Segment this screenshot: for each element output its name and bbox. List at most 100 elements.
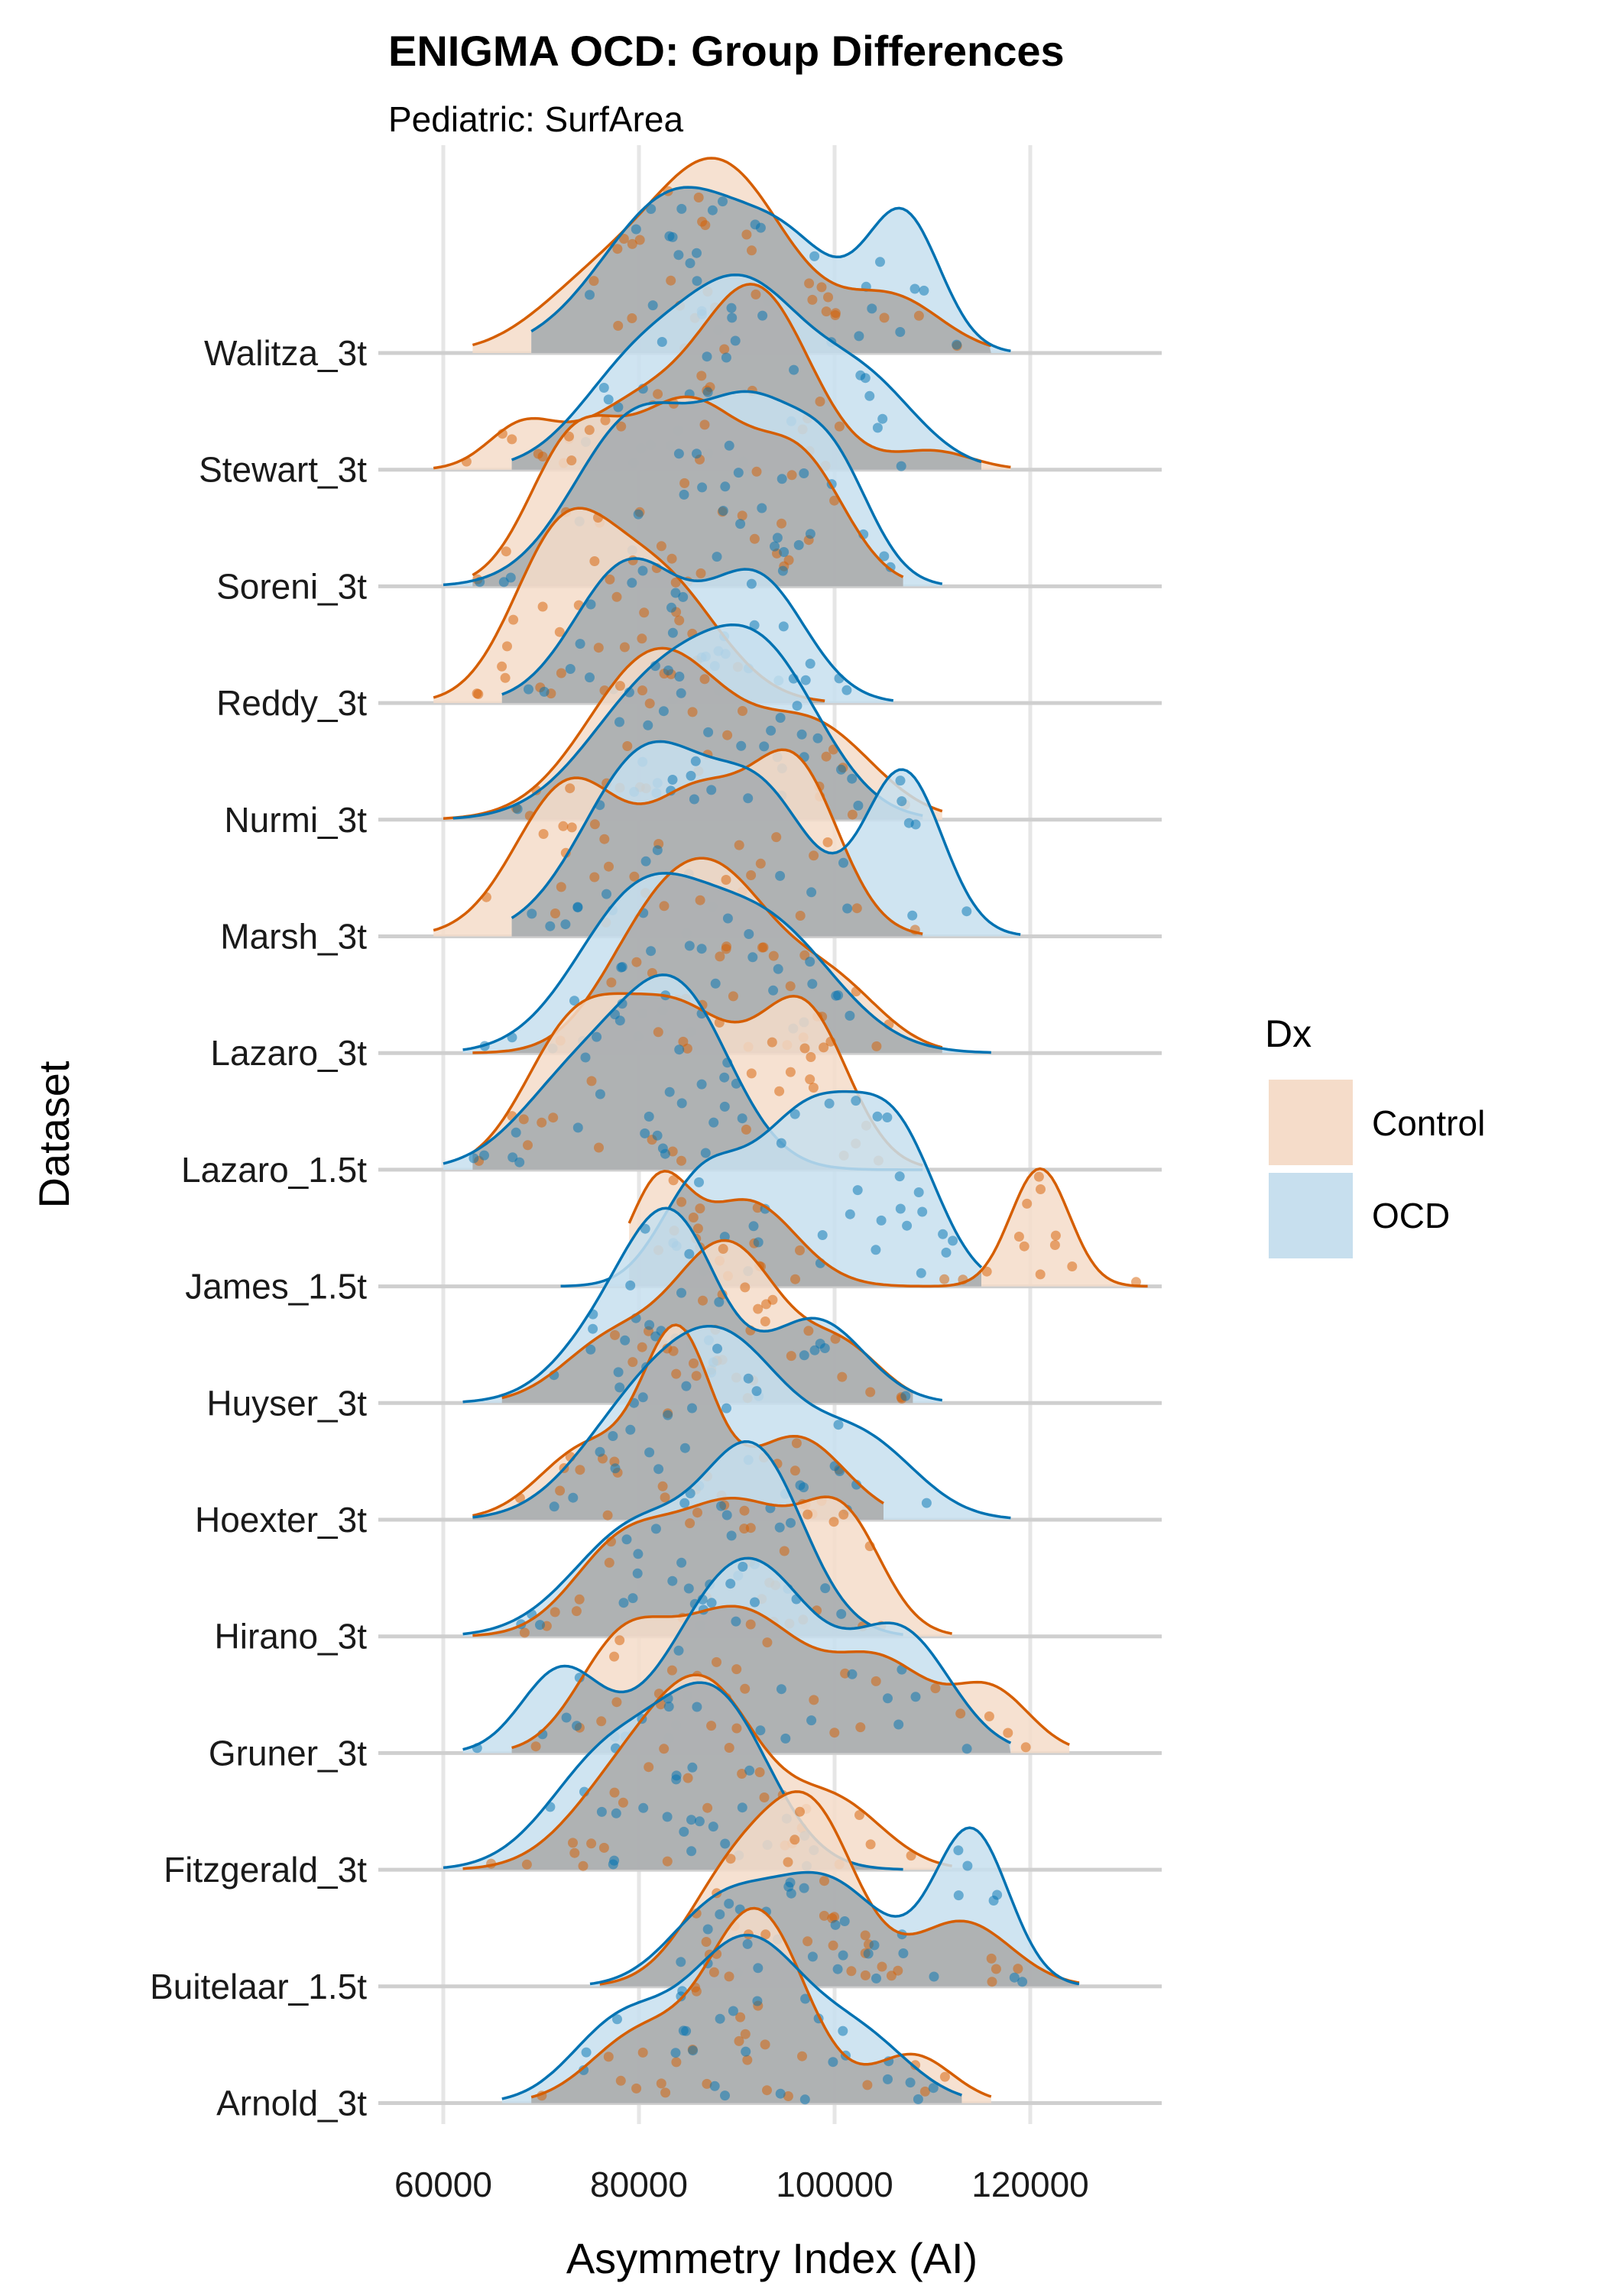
ridge-ocd-line — [530, 186, 1011, 353]
point-ocd — [715, 2013, 725, 2024]
point-ocd — [667, 1575, 678, 1586]
point-control — [550, 1607, 560, 1618]
point-control — [656, 541, 666, 552]
point-ocd — [625, 1280, 636, 1290]
x-tick-label: 100000 — [776, 2165, 893, 2204]
point-ocd — [683, 1583, 694, 1594]
point-control — [502, 641, 512, 652]
point-control — [754, 1767, 765, 1777]
point-control — [771, 832, 782, 843]
point-control — [693, 193, 704, 202]
point-control — [692, 1223, 703, 1234]
point-ocd — [799, 2094, 810, 2105]
point-ocd — [644, 1320, 655, 1330]
point-ocd — [746, 578, 757, 589]
point-control — [910, 2060, 921, 2071]
point-control — [860, 1970, 871, 1980]
point-ocd — [845, 1010, 855, 1021]
point-ocd — [560, 919, 571, 930]
point-ocd — [673, 250, 684, 261]
ridge-ocd-line — [452, 623, 923, 820]
point-ocd — [592, 1031, 602, 1042]
point-control — [721, 944, 731, 954]
point-control — [987, 1977, 997, 1987]
point-ocd — [779, 547, 790, 557]
x-tick-label: 120000 — [971, 2165, 1089, 2204]
point-ocd — [507, 1152, 518, 1163]
point-ocd — [612, 2014, 622, 2025]
ridges — [433, 157, 1148, 2105]
point-ocd — [855, 370, 866, 381]
point-ocd — [585, 290, 595, 300]
point-ocd — [664, 1086, 675, 1097]
point-control — [774, 1086, 785, 1096]
point-ocd — [569, 996, 579, 1006]
point-control — [594, 1142, 604, 1153]
point-control — [1020, 1742, 1031, 1753]
point-control — [802, 1509, 813, 1520]
point-ocd — [961, 1744, 972, 1754]
point-ocd — [913, 2094, 923, 2104]
point-ocd — [799, 1350, 809, 1361]
point-ocd — [585, 1344, 596, 1355]
point-ocd — [667, 627, 678, 638]
point-ocd — [514, 1157, 525, 1167]
point-ocd — [539, 686, 550, 697]
point-control — [865, 1839, 876, 1850]
point-ocd — [676, 203, 687, 214]
point-ocd — [673, 1645, 684, 1656]
point-control — [837, 1371, 848, 1382]
point-ocd — [644, 1111, 654, 1122]
point-ocd — [633, 1549, 644, 1559]
point-ocd — [854, 331, 864, 342]
point-ocd — [631, 224, 641, 235]
y-tick-label: Lazaro_3t — [210, 1033, 367, 1073]
point-ocd — [896, 461, 906, 471]
point-ocd — [777, 565, 788, 576]
point-ocd — [689, 794, 699, 805]
point-ocd — [692, 449, 702, 459]
y-tick-label: Nurmi_3t — [224, 800, 367, 840]
point-ocd — [776, 1138, 786, 1148]
x-tick-label: 80000 — [590, 2165, 688, 2204]
ridge-control-line — [511, 1605, 1070, 1750]
legend-swatch-control — [1269, 1080, 1353, 1165]
point-ocd — [688, 2045, 699, 2056]
point-control — [660, 1492, 670, 1503]
point-ocd — [847, 773, 858, 784]
ridge-group — [472, 157, 1011, 354]
point-control — [816, 282, 827, 293]
point-ocd — [807, 1951, 818, 1962]
point-ocd — [757, 310, 768, 321]
point-control — [627, 1357, 638, 1368]
point-ocd — [847, 1669, 858, 1679]
point-ocd — [700, 1148, 711, 1158]
point-ocd — [692, 248, 702, 258]
point-ocd — [812, 733, 823, 743]
point-ocd — [883, 2074, 893, 2084]
point-control — [619, 642, 630, 653]
point-ocd — [498, 577, 509, 588]
point-control — [683, 1773, 693, 1783]
point-ocd — [838, 1950, 848, 1961]
point-control — [746, 870, 757, 880]
point-ocd — [836, 1608, 847, 1619]
point-control — [637, 685, 647, 696]
x-tick-labels: 60000 80000 100000 120000 — [394, 2165, 1089, 2204]
point-control — [768, 950, 779, 961]
point-control — [631, 957, 642, 967]
point-control — [676, 1155, 686, 1166]
point-control — [846, 1966, 857, 1977]
point-control — [556, 882, 566, 892]
point-control — [657, 1481, 668, 1491]
point-ocd — [694, 1177, 704, 1187]
point-control — [523, 1140, 533, 1151]
point-control — [721, 875, 731, 885]
point-ocd — [652, 845, 663, 856]
point-control — [566, 455, 577, 466]
point-ocd — [842, 903, 853, 914]
legend-label-ocd: OCD — [1372, 1196, 1450, 1235]
point-control — [802, 1936, 813, 1947]
y-tick-label: Gruner_3t — [209, 1733, 367, 1773]
point-ocd — [687, 1403, 697, 1414]
